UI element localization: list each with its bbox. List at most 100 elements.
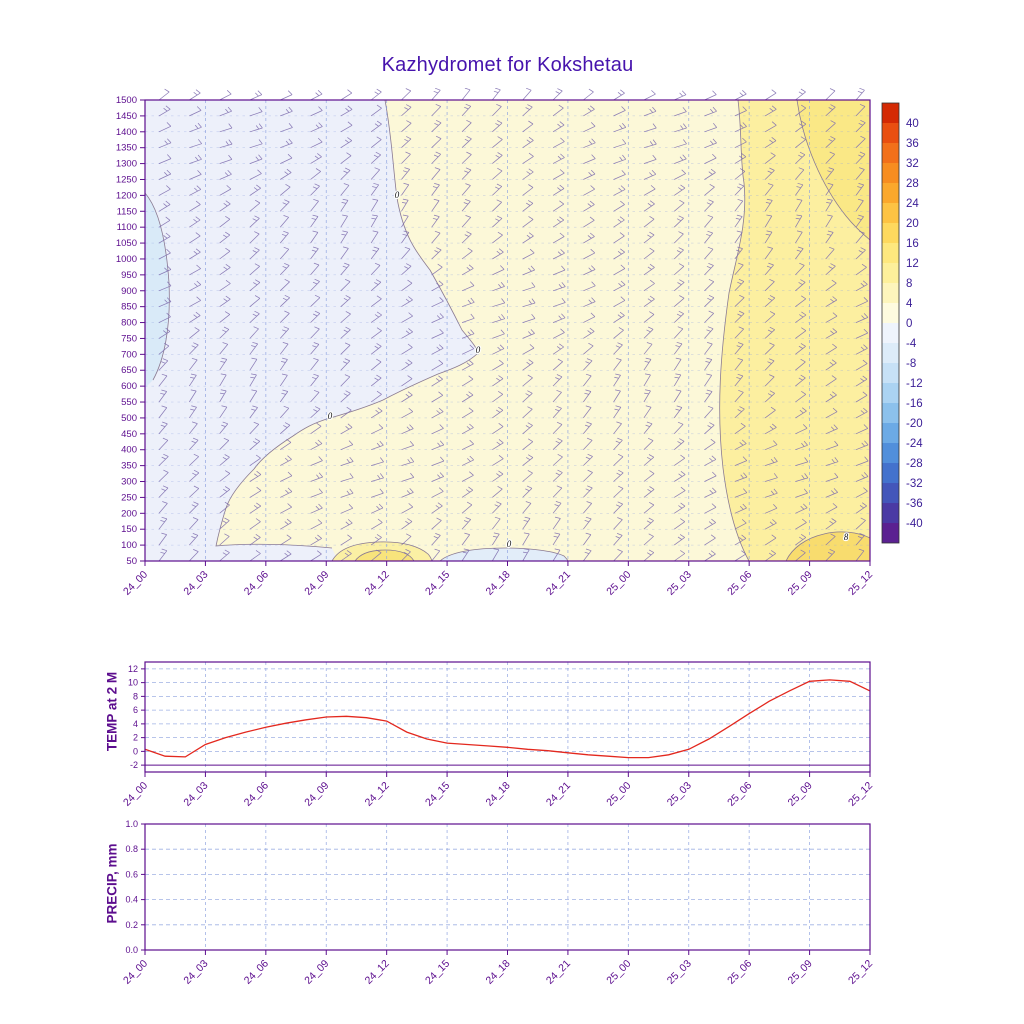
contour-labels: 0 0 0 0 8: [327, 189, 850, 550]
y-tick-label: 950: [121, 270, 137, 281]
grid: [144, 823, 871, 951]
y-tick-label: 700: [121, 349, 137, 360]
y-tick-label: 800: [121, 318, 137, 329]
x-tick-label: 25_06: [725, 958, 754, 987]
y-tick-label: 4: [133, 719, 138, 729]
y-tick-label: 900: [121, 286, 137, 297]
y-tick-label: 0.2: [125, 920, 138, 930]
y-tick-label: 200: [121, 508, 137, 519]
y-tick-label: 1.0: [125, 819, 138, 829]
precip-value-axis: 0.0 0.2 0.4 0.6 0.8 1.0: [125, 819, 145, 955]
colorbar-tick-label: 16: [906, 238, 919, 250]
colorbar-segment: [882, 383, 899, 403]
y-tick-label: 50: [126, 556, 137, 567]
region-warm-right: [719, 100, 870, 561]
y-tick-label: 12: [128, 664, 138, 674]
y-tick-label: 8: [133, 691, 138, 701]
colorbar-segment: [882, 323, 899, 343]
pressure-axis: 1500 1450 1400 1350 1300 1250 1200 1150 1100 1050…: [116, 95, 145, 567]
temperature-fill-regions: [145, 100, 870, 561]
y-tick-label: 750: [121, 333, 137, 344]
y-tick-label: 2: [133, 733, 138, 743]
x-tick-label: 25_03: [665, 958, 694, 987]
colorbar-tick-label: -12: [906, 378, 923, 390]
colorbar-segment: [882, 103, 899, 123]
y-tick-label: 450: [121, 429, 137, 440]
y-tick-label: 1250: [116, 174, 137, 185]
y-tick-label: 350: [121, 461, 137, 472]
colorbar-tick-label: 36: [906, 138, 919, 150]
x-tick-label: 25_00: [604, 958, 633, 987]
colorbar-segment: [882, 283, 899, 303]
x-tick-label: 24_21: [544, 780, 573, 809]
x-tick-label: 25_12: [846, 958, 875, 987]
colorbar-segment: [882, 263, 899, 283]
region-warm-bottom-right: [786, 531, 870, 561]
colorbar-tick-label: 32: [906, 158, 919, 170]
x-tick-label: 24_12: [363, 569, 392, 598]
colorbar-tick-label: -32: [906, 478, 923, 490]
y-tick-label: 400: [121, 445, 137, 456]
colorbar-tick-label: 28: [906, 178, 919, 190]
x-tick-label: 24_03: [181, 958, 210, 987]
colorbar-tick-label: 0: [906, 318, 912, 330]
colorbar-tick-label: -20: [906, 418, 923, 430]
x-tick-label: 25_00: [604, 569, 633, 598]
colorbar-segment: [882, 463, 899, 483]
y-tick-label: 0: [133, 746, 138, 756]
y-tick-label: 600: [121, 381, 137, 392]
x-tick-label: 25_03: [665, 569, 694, 598]
contour-label: 0: [328, 411, 333, 421]
colorbar-segment: [882, 183, 899, 203]
x-tick-label: 25_09: [786, 780, 815, 809]
colorbar-tick-label: -36: [906, 498, 923, 510]
grid: [144, 99, 871, 562]
x-tick-label: 24_00: [121, 958, 150, 987]
x-tick-label: 25_09: [786, 569, 815, 598]
y-tick-label: 6: [133, 705, 138, 715]
colorbar-segment: [882, 163, 899, 183]
colorbar-tick-label: -8: [906, 358, 916, 370]
contour-label: 0: [395, 190, 400, 200]
precip-chart: 0.00.20.40.60.81.024_00 24_03 24_06 24_09 24…: [121, 819, 875, 987]
region-near-zero-lavender: [145, 100, 478, 561]
contour-label: 8: [844, 532, 849, 542]
y-tick-label: 100: [121, 540, 137, 551]
y-tick-label: 10: [128, 678, 138, 688]
region-cool-surface-pocket: [440, 548, 568, 561]
y-tick-label: 0.4: [125, 895, 138, 905]
x-tick-label: 24_09: [302, 569, 331, 598]
grid: [144, 662, 871, 772]
x-tick-label: 24_12: [363, 958, 392, 987]
chart-title: Kazhydromet for Kokshetau: [381, 54, 634, 76]
y-tick-label: 850: [121, 302, 137, 313]
colorbar-tick-label: -40: [906, 518, 923, 530]
colorbar-segment: [882, 243, 899, 263]
colorbar-tick-label: 40: [906, 118, 919, 130]
colorbar-tick-label: 20: [906, 218, 919, 230]
x-tick-label: 25_06: [725, 780, 754, 809]
colorbar-segment: [882, 303, 899, 323]
y-tick-label: 550: [121, 397, 137, 408]
colorbar-frame: [881, 102, 900, 544]
x-tick-label: 25_12: [846, 569, 875, 598]
y-tick-label: 150: [121, 524, 137, 535]
colorbar-segment: [882, 363, 899, 383]
colorbar-segment: [882, 343, 899, 363]
colorbar-tick-label: 12: [906, 258, 919, 270]
x-tick-label: 24_09: [302, 780, 331, 809]
x-tick-label: 24_21: [544, 958, 573, 987]
x-tick-label: 25_12: [846, 780, 875, 809]
colorbar-segment: [882, 143, 899, 163]
colorbar-tick-label: 4: [906, 298, 913, 310]
y-tick-label: 500: [121, 413, 137, 424]
y-tick-label: 1400: [116, 127, 137, 138]
x-tick-label: 24_12: [363, 780, 392, 809]
temp-value-axis: -2 0 2 4 6 8 10 12: [128, 664, 145, 770]
y-tick-label: 1500: [116, 95, 137, 106]
x-tick-label: 24_18: [483, 958, 512, 987]
x-tick-label: 24_06: [242, 780, 271, 809]
time-axis: 24_00 24_03 24_06 24_09 24_12 24_15 24_18 24_21…: [121, 950, 875, 987]
y-tick-label: 1300: [116, 159, 137, 170]
